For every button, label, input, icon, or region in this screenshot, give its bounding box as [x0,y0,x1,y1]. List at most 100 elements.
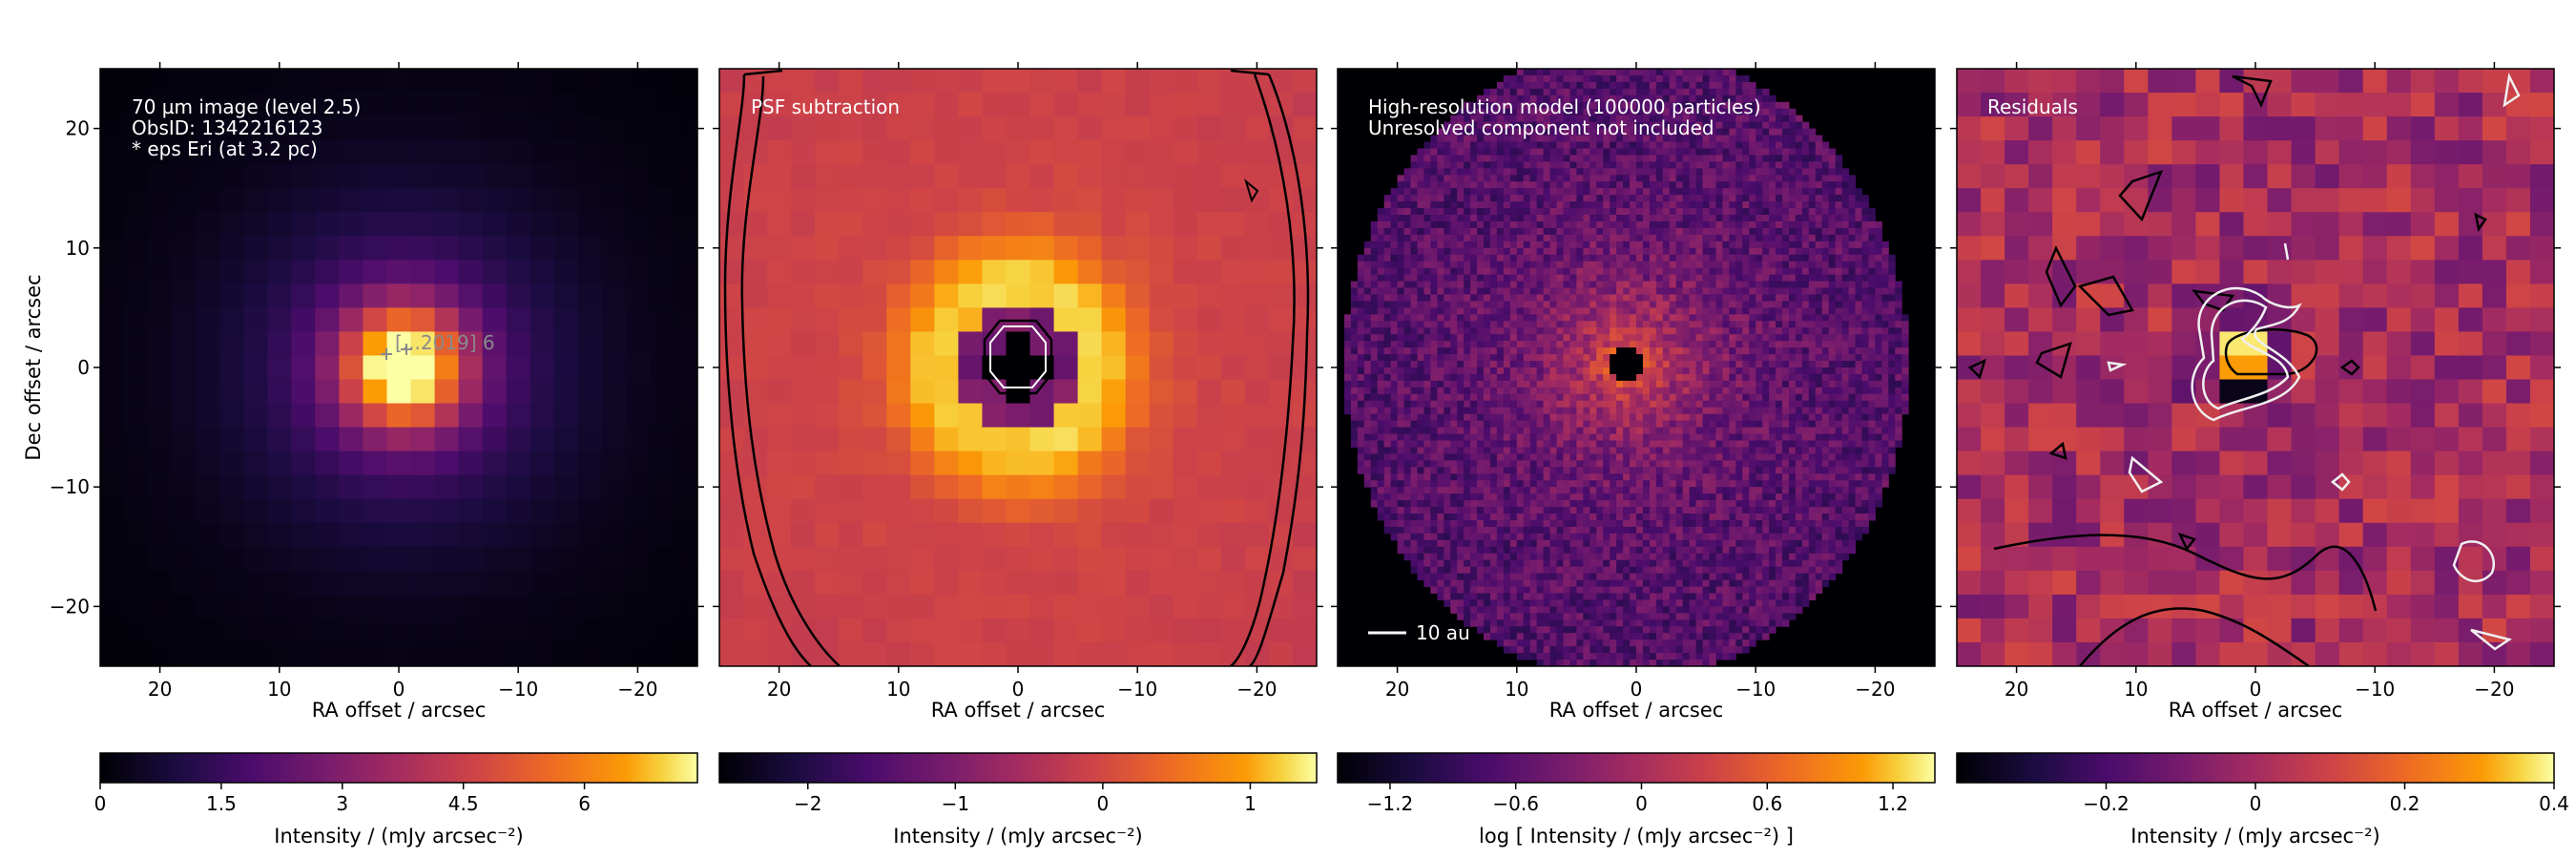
heatmap-cell [1437,420,1444,429]
heatmap-cell [1397,533,1405,541]
heatmap-cell [1173,641,1198,666]
heatmap-cell [1536,460,1545,468]
heatmap-cell [267,641,292,666]
heatmap-cell [363,474,388,500]
heatmap-cell [1596,653,1604,660]
heatmap-cell [1603,393,1610,402]
heatmap-cell [1377,287,1385,295]
heatmap-cell [1484,135,1491,143]
heatmap-cell [1630,215,1637,222]
heatmap-cell [1616,254,1624,262]
heatmap-cell [1630,274,1637,283]
heatmap-cell [1430,400,1438,409]
heatmap-cell [886,140,911,165]
heatmap-cell [1430,413,1438,422]
heatmap-cell [1642,393,1651,402]
heatmap-cell [1649,519,1657,528]
heatmap-cell [1583,546,1590,555]
heatmap-cell [577,236,603,261]
heatmap-cell [1563,586,1570,594]
heatmap-cell [1450,361,1458,368]
heatmap-cell [1589,141,1597,149]
heatmap-cell [1450,440,1458,448]
heatmap-cell [1450,393,1458,402]
heatmap-cell [1556,168,1564,176]
heatmap-cell [1523,181,1531,189]
heatmap-cell [649,546,675,572]
heatmap-cell [1556,447,1564,454]
heatmap-cell [1583,247,1590,256]
heatmap-cell [1563,274,1570,283]
heatmap-cell [1489,599,1498,607]
heatmap-cell [1509,161,1518,169]
heatmap-cell [1457,427,1465,435]
heatmap-cell [1006,618,1031,643]
heatmap-cell [1350,433,1359,442]
heatmap-cell [1196,93,1222,117]
heatmap-cell [315,618,340,643]
heatmap-cell [1583,227,1590,236]
heatmap-cell [1563,599,1570,607]
heatmap-cell [1603,413,1610,422]
heatmap-cell [1029,594,1055,619]
heatmap-cell [1397,519,1405,528]
heatmap-cell [1603,526,1610,534]
heatmap-cell [934,618,959,643]
heatmap-cell [1370,220,1379,229]
heatmap-cell [1450,321,1458,328]
heatmap-cell [1173,140,1198,165]
heatmap-cell [1523,586,1531,594]
heatmap-cell [1596,188,1604,196]
heatmap-cell [1596,593,1604,600]
heatmap-cell [1642,467,1651,474]
heatmap-cell [958,570,984,596]
heatmap-cell [1636,559,1644,568]
heatmap-cell [1363,460,1372,468]
heatmap-cell [1383,241,1392,249]
heatmap-cell [1496,220,1505,229]
heatmap-cell [1029,379,1055,405]
heatmap-cell [1423,294,1431,302]
heatmap-cell [1477,341,1485,348]
heatmap-cell [1649,380,1657,388]
heatmap-cell [791,570,816,596]
heatmap-cell [1477,361,1485,368]
heatmap-cell [673,641,697,666]
heatmap-cell [1496,533,1505,541]
heatmap-cell [1383,281,1392,289]
heatmap-cell [172,116,197,141]
heatmap-cell [1610,115,1617,123]
heatmap-cell [1529,215,1538,222]
heatmap-cell [1596,361,1604,368]
heatmap-cell [1636,539,1644,548]
heatmap-cell [1655,188,1664,196]
heatmap-cell [1603,208,1610,216]
heatmap-cell [1623,606,1631,614]
heatmap-cell [1377,334,1385,342]
heatmap-cell [1529,294,1538,302]
heatmap-cell [862,283,887,308]
heatmap-cell [148,283,173,308]
heatmap-cell [673,498,697,524]
heatmap-cell [1649,500,1657,508]
heatmap-cell [1589,267,1597,276]
heatmap-cell [1630,108,1637,116]
heatmap-cell [1569,354,1577,362]
heatmap-cell [1616,440,1624,448]
heatmap-cell [1101,594,1127,619]
heatmap-cell [1357,274,1365,283]
heatmap-cell [1636,287,1644,295]
heatmap-cell [339,474,364,500]
heatmap-cell [1377,247,1385,256]
heatmap-cell [1523,373,1531,382]
heatmap-cell [1397,247,1405,256]
heatmap-cell [148,69,173,94]
heatmap-cell [339,236,364,261]
heatmap-cell [1623,593,1631,600]
heatmap-cell [649,331,675,357]
heatmap-cell [1370,361,1379,368]
heatmap-cell [1616,367,1624,375]
heatmap-cell [1596,181,1604,189]
heatmap-cell [1397,387,1405,395]
heatmap-cell [1268,427,1294,452]
